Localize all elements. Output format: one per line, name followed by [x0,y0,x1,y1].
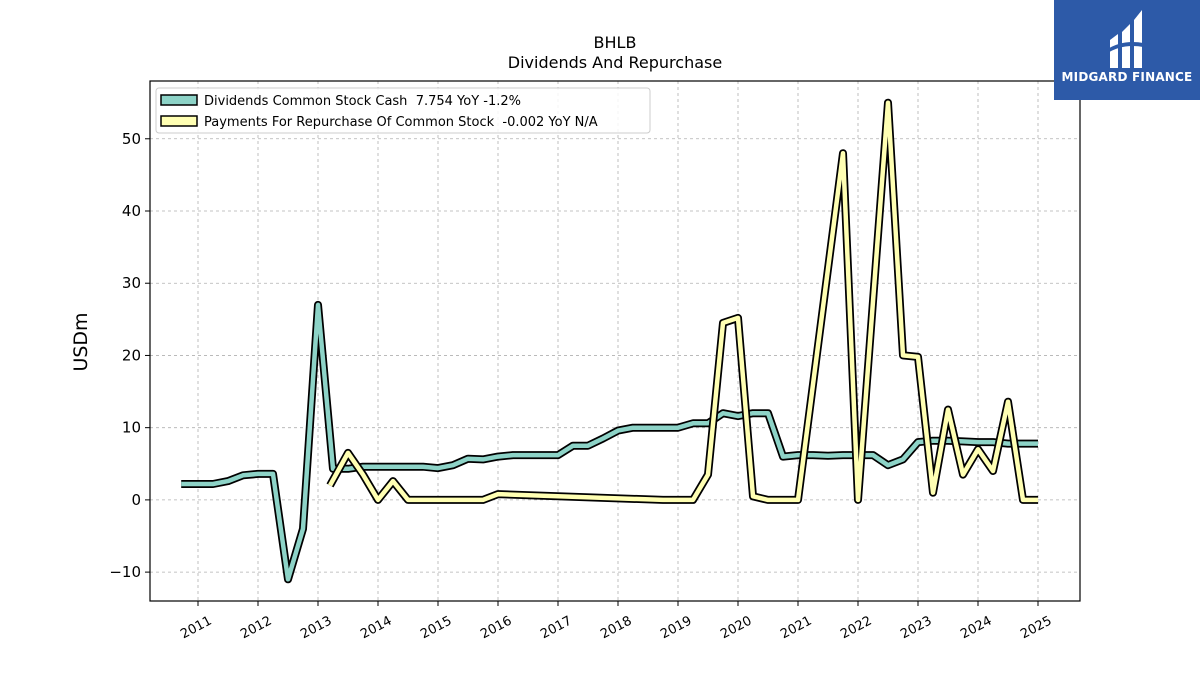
y-tick-label: 30 [122,274,141,292]
x-tick-label: 2014 [358,614,394,643]
y-tick-label: 40 [122,202,141,220]
chart-subtitle: Dividends And Repurchase [508,53,722,72]
x-tick-label: 2020 [718,614,754,643]
x-tick-label: 2011 [178,614,214,643]
legend-swatch-dividends [160,94,198,106]
series-line-0 [181,302,1038,582]
legend: Dividends Common Stock Cash 7.754 YoY -1… [155,87,651,134]
logo-mark-icon [1106,10,1148,68]
legend-swatch-repurchase [160,115,198,127]
y-tick-label: 20 [122,346,141,364]
x-axis: 2011 2012 2013 2014 2015 2016 2017 2018 2019 2020… [178,601,1054,642]
y-axis: −10 0 10 20 30 40 50 [109,130,150,581]
y-tick-label: 0 [131,491,141,509]
chart-title: BHLB [594,33,637,52]
legend-label-repurchase: Payments For Repurchase Of Common Stock … [204,115,598,130]
x-tick-label: 2013 [298,614,334,643]
x-tick-label: 2019 [658,614,694,643]
legend-label-dividends: Dividends Common Stock Cash 7.754 YoY -1… [204,94,521,109]
y-axis-label: USDm [70,312,92,371]
x-tick-label: 2022 [838,614,874,643]
x-tick-label: 2018 [598,614,634,643]
logo-text: MIDGARD FINANCE [1061,70,1193,84]
x-tick-label: 2023 [898,614,934,643]
brand-logo: MIDGARD FINANCE [1054,0,1200,100]
y-tick-label: 50 [122,130,141,148]
x-tick-label: 2016 [478,614,514,643]
series-layer [181,98,1038,584]
x-tick-label: 2012 [238,614,274,643]
x-tick-label: 2024 [958,614,994,643]
y-tick-label: 10 [122,419,141,437]
legend-box [155,87,651,134]
x-tick-label: 2015 [418,614,454,643]
x-tick-label: 2025 [1018,614,1054,643]
x-tick-label: 2021 [778,614,814,643]
x-tick-label: 2017 [538,614,574,643]
y-tick-label: −10 [109,563,141,581]
grid-layer [150,81,1080,601]
series-line-1 [328,100,1038,503]
plot-frame [149,80,1081,602]
